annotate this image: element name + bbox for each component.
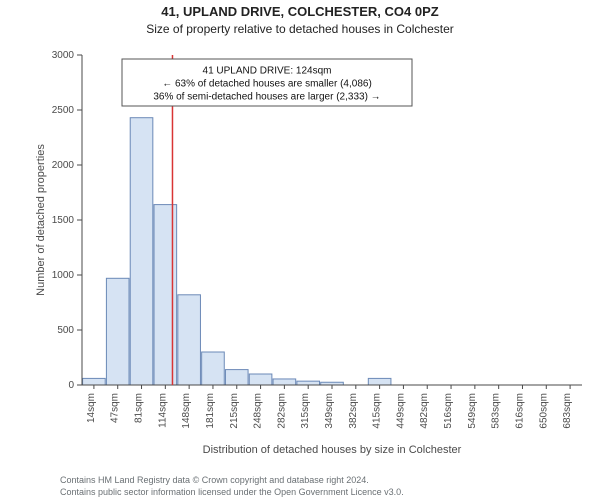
svg-text:14sqm: 14sqm (86, 393, 97, 423)
y-axis-label: Number of detached properties (35, 144, 47, 296)
svg-text:1000: 1000 (52, 270, 75, 281)
histogram-bar (130, 118, 153, 385)
histogram-bar (178, 295, 201, 385)
histogram-bar (297, 381, 320, 385)
svg-text:349sqm: 349sqm (324, 393, 335, 429)
svg-text:47sqm: 47sqm (110, 393, 121, 423)
svg-text:616sqm: 616sqm (514, 393, 525, 429)
annotation-text: ← 63% of detached houses are smaller (4,… (162, 78, 372, 89)
x-axis-label: Distribution of detached houses by size … (203, 444, 462, 456)
histogram-bar (368, 378, 391, 385)
annotation-text: 36% of semi-detached houses are larger (… (153, 91, 380, 102)
page-title-line2: Size of property relative to detached ho… (0, 22, 600, 36)
svg-text:215sqm: 215sqm (229, 393, 240, 429)
svg-text:248sqm: 248sqm (253, 393, 264, 429)
svg-text:382sqm: 382sqm (348, 393, 359, 429)
histogram-bar (83, 378, 106, 385)
svg-text:0: 0 (68, 380, 74, 391)
svg-text:683sqm: 683sqm (562, 393, 573, 429)
svg-text:449sqm: 449sqm (395, 393, 406, 429)
svg-text:3000: 3000 (52, 50, 75, 61)
chart-container: 0 500 1000 1500 2000 2500 3000 14sqm 47sqm 81sqm 1… (30, 40, 590, 470)
svg-text:282sqm: 282sqm (276, 393, 287, 429)
svg-text:583sqm: 583sqm (491, 393, 502, 429)
svg-text:650sqm: 650sqm (538, 393, 549, 429)
svg-text:2000: 2000 (52, 160, 75, 171)
annotation-text: 41 UPLAND DRIVE: 124sqm (203, 65, 332, 76)
histogram-bar (154, 205, 177, 385)
svg-text:415sqm: 415sqm (372, 393, 383, 429)
footnote-line2: Contains public sector information licen… (60, 487, 404, 497)
svg-text:516sqm: 516sqm (443, 393, 454, 429)
histogram-bar (249, 374, 272, 385)
svg-text:1500: 1500 (52, 215, 75, 226)
histogram-bar (273, 379, 296, 385)
histogram-chart: 0 500 1000 1500 2000 2500 3000 14sqm 47sqm 81sqm 1… (30, 40, 590, 470)
svg-text:114sqm: 114sqm (157, 393, 168, 428)
svg-text:549sqm: 549sqm (467, 393, 478, 429)
footnote-line1: Contains HM Land Registry data © Crown c… (60, 475, 369, 485)
svg-text:81sqm: 81sqm (134, 393, 145, 423)
svg-text:482sqm: 482sqm (419, 393, 430, 429)
histogram-bar (202, 352, 225, 385)
svg-text:2500: 2500 (52, 105, 75, 116)
histogram-bar (106, 278, 129, 385)
svg-text:148sqm: 148sqm (181, 393, 192, 429)
svg-text:181sqm: 181sqm (205, 393, 216, 429)
svg-text:500: 500 (57, 325, 74, 336)
page-title-line1: 41, UPLAND DRIVE, COLCHESTER, CO4 0PZ (0, 4, 600, 19)
histogram-bar (225, 370, 248, 385)
svg-text:315sqm: 315sqm (300, 393, 311, 429)
